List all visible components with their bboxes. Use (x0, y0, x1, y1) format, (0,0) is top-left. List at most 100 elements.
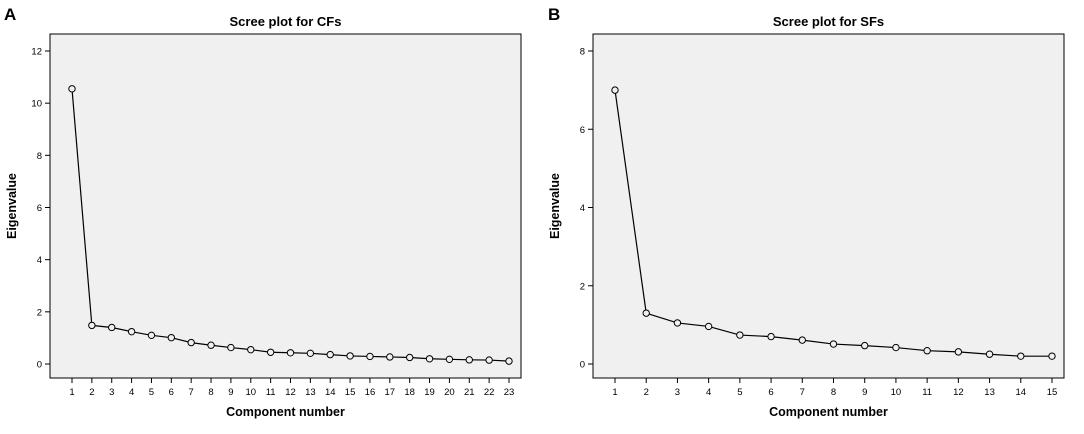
panel-a-x-tick-label: 15 (345, 387, 356, 398)
panel-a-x-tick-label: 21 (464, 387, 475, 398)
panel-a-data-point (505, 357, 513, 365)
panel-b-title: Scree plot for SFs (773, 14, 884, 29)
panel-b-y-tick-label: 6 (580, 125, 585, 136)
panel-b-y-axis-title: Eigenvalue (548, 173, 562, 239)
panel-a-y-tick-label: 2 (37, 307, 42, 318)
panel-a-x-tick-label: 19 (424, 387, 435, 398)
panel-a-data-point (266, 348, 275, 356)
panel-a-data-point (386, 353, 394, 361)
panel-b-data-point (673, 319, 682, 327)
panel-a-data-point (108, 323, 116, 332)
panel-a-x-tick-label: 6 (169, 387, 174, 398)
panel-b-data-point (704, 322, 713, 331)
panel-b-y-tick-label: 4 (580, 203, 585, 214)
panel-a-x-tick-label: 14 (325, 387, 336, 398)
panel-a-x-tick-label: 5 (149, 387, 154, 398)
panel-b-x-tick-label: 6 (768, 387, 773, 398)
panel-a-x-tick-label: 1 (69, 387, 74, 398)
panel-a-x-tick-label: 18 (404, 387, 415, 398)
panel-a-data-point (366, 352, 374, 361)
panel-b-y-tick-label: 0 (580, 360, 585, 371)
panel-b-data-point (1048, 352, 1056, 360)
panel-a-data-point (88, 321, 96, 330)
panel-b-x-tick-label: 7 (800, 387, 805, 398)
panel-a-y-tick-label: 0 (37, 360, 42, 371)
panel-a-data-point (425, 355, 434, 363)
panel-a-y-axis-title: Eigenvalue (5, 173, 19, 239)
panel-b-data-point (736, 331, 744, 339)
panel-a-data-point (207, 341, 215, 349)
panel-a-title: Scree plot for CFs (230, 14, 342, 29)
panel-a-data-point (405, 353, 414, 362)
panel-b-data-point (798, 336, 806, 344)
panel-a-data-point (485, 356, 493, 364)
panel-b-x-tick-label: 13 (984, 387, 995, 398)
panel-b-data-point (985, 350, 994, 358)
panel-a-x-tick-label: 11 (266, 387, 276, 398)
panel-a-data-point (68, 85, 76, 93)
panel-b-y-tick-label: 8 (580, 47, 585, 58)
panel-a-data-point (187, 338, 195, 347)
panel-b-x-tick-label: 2 (644, 387, 649, 398)
panel-b-data-point (892, 343, 900, 352)
panel-a-y-tick-label: 12 (31, 47, 42, 58)
panel-b-y-tick-label: 2 (580, 281, 585, 292)
panel-b-x-tick-label: 9 (862, 387, 867, 398)
panel-a-x-tick-label: 12 (285, 387, 296, 398)
panel-b-x-tick-label: 8 (831, 387, 836, 398)
panel-a-data-point (346, 352, 354, 360)
panel-a-data-point (326, 350, 334, 359)
panel-a-x-tick-label: 16 (365, 387, 376, 398)
panel-a-x-tick-label: 8 (208, 387, 213, 398)
panel-a-data-point (465, 356, 473, 364)
panel-a-x-tick-label: 23 (504, 387, 515, 398)
panel-b-x-tick-label: 5 (737, 387, 742, 398)
panel-b-x-axis-title: Component number (769, 405, 888, 419)
panel-a-data-point (167, 333, 176, 342)
panel-a-letter: A (4, 5, 16, 24)
panel-b-plot-area (592, 33, 1065, 379)
panel-b-data-point (861, 341, 869, 350)
panel-b-data-point (1017, 352, 1025, 360)
panel-b-x-tick-label: 4 (706, 387, 711, 398)
panel-a-y-tick-label: 8 (37, 151, 42, 162)
panel-a-x-tick-label: 3 (109, 387, 114, 398)
panel-a-x-axis-title: Component number (226, 405, 345, 419)
panel-a-plot-area (49, 33, 522, 379)
panel-b-series (611, 86, 1056, 360)
panel-b-data-point (829, 340, 838, 348)
panel-b-x-tick-label: 15 (1047, 387, 1058, 398)
panel-a-x-tick-label: 9 (228, 387, 233, 398)
panel-a-data-point (247, 345, 255, 354)
panel-a-y-tick-label: 10 (31, 99, 42, 110)
panel-a-data-point (147, 331, 156, 340)
panel-a-data-point (286, 349, 295, 357)
panel-a-x-tick-label: 4 (129, 387, 134, 398)
panel-b-x-tick-label: 10 (891, 387, 902, 398)
panel-a-data-point (127, 327, 136, 336)
panel-a-y-tick-label: 4 (37, 255, 42, 266)
panel-a-series (68, 85, 513, 365)
panel-b-data-point (767, 332, 775, 341)
panel-b-x-tick-label: 3 (675, 387, 680, 398)
panel-a-x-tick-label: 7 (189, 387, 194, 398)
panel-b-data-point (611, 86, 619, 94)
panel-a-x-tick-label: 22 (484, 387, 495, 398)
panel-a-x-tick-label: 2 (89, 387, 94, 398)
panel-b-data-point (642, 309, 650, 317)
panel-b-x-tick-label: 1 (612, 387, 617, 398)
panel-a-data-point (227, 343, 235, 352)
panel-b-data-point (954, 348, 963, 356)
panel-b-data-point (923, 346, 931, 355)
panel-a-x-tick-label: 10 (245, 387, 256, 398)
panel-b-x-tick-label: 12 (953, 387, 964, 398)
panel-b-x-tick-label: 14 (1015, 387, 1026, 398)
panel-b-letter: B (548, 5, 560, 24)
panel-b-x-tick-label: 11 (922, 387, 932, 398)
panel-a-x-tick-label: 17 (385, 387, 396, 398)
